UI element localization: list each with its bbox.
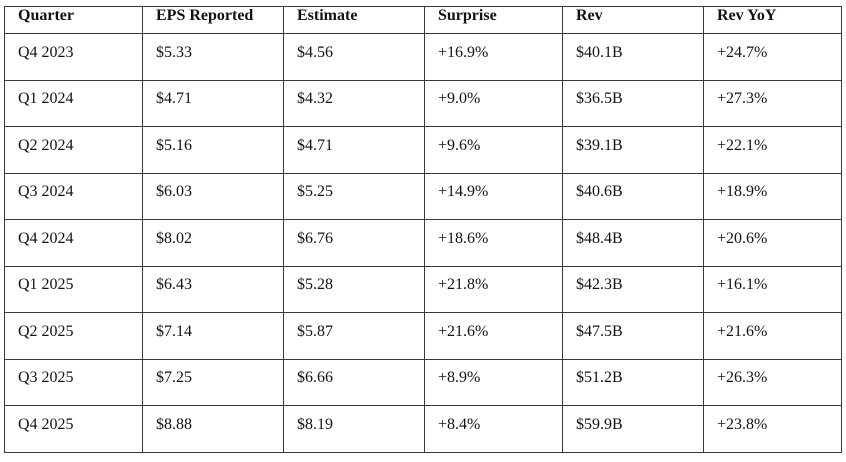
table-cell: +9.0% [424,79,563,128]
column-header-eps-reported: EPS Reported [142,5,284,35]
header-row: Quarter EPS Reported Estimate Surprise R… [4,5,842,35]
table-cell: +23.8% [703,405,842,453]
table-row: Q1 2025 $6.43 $5.28 +21.8% $42.3B +16.1% [4,265,842,314]
table-cell: +22.1% [703,126,842,174]
table-cell: Q1 2024 [4,79,143,128]
earnings-table-container: Quarter EPS Reported Estimate Surprise R… [4,5,842,453]
table-cell: +20.6% [703,219,842,267]
table-body: Q4 2023 $5.33 $4.56 +16.9% $40.1B +24.7% Q1 20… [4,33,842,453]
table-cell: +27.3% [703,79,842,128]
table-cell: $8.19 [283,405,425,453]
table-cell: +8.4% [424,405,563,453]
table-cell: $4.71 [142,79,284,128]
table-cell: +14.9% [424,172,563,221]
column-header-estimate: Estimate [283,5,425,35]
table-cell: Q3 2024 [4,172,143,221]
table-cell: $51.2B [562,358,704,407]
table-cell: $5.25 [283,172,425,221]
table-cell: $59.9B [562,405,704,453]
table-cell: $4.56 [283,33,425,81]
table-cell: Q4 2024 [4,219,143,267]
table-row: Q3 2024 $6.03 $5.25 +14.9% $40.6B +18.9% [4,172,842,221]
table-row: Q3 2025 $7.25 $6.66 +8.9% $51.2B +26.3% [4,358,842,407]
table-cell: +21.6% [703,312,842,360]
table-cell: $5.33 [142,33,284,81]
table-cell: $6.66 [283,358,425,407]
column-header-rev: Rev [562,5,704,35]
table-cell: $7.14 [142,312,284,360]
column-header-rev-yoy: Rev YoY [703,5,842,35]
table-cell: $36.5B [562,79,704,128]
table-cell: +21.6% [424,312,563,360]
table-cell: $5.16 [142,126,284,174]
earnings-table: Quarter EPS Reported Estimate Surprise R… [4,5,842,453]
column-header-quarter: Quarter [4,5,143,35]
table-cell: $6.43 [142,265,284,314]
table-row: Q1 2024 $4.71 $4.32 +9.0% $36.5B +27.3% [4,79,842,128]
table-cell: $48.4B [562,219,704,267]
table-cell: +18.6% [424,219,563,267]
table-row: Q4 2023 $5.33 $4.56 +16.9% $40.1B +24.7% [4,33,842,81]
table-cell: +9.6% [424,126,563,174]
table-cell: $47.5B [562,312,704,360]
table-cell: +16.9% [424,33,563,81]
table-cell: Q3 2025 [4,358,143,407]
table-cell: +21.8% [424,265,563,314]
table-row: Q4 2024 $8.02 $6.76 +18.6% $48.4B +20.6% [4,219,842,267]
table-cell: $5.28 [283,265,425,314]
table-cell: $4.32 [283,79,425,128]
table-row: Q2 2025 $7.14 $5.87 +21.6% $47.5B +21.6% [4,312,842,360]
table-cell: $7.25 [142,358,284,407]
table-cell: $8.88 [142,405,284,453]
table-cell: $40.6B [562,172,704,221]
table-cell: Q2 2025 [4,312,143,360]
table-cell: $40.1B [562,33,704,81]
table-cell: +24.7% [703,33,842,81]
table-cell: $8.02 [142,219,284,267]
table-cell: $39.1B [562,126,704,174]
table-cell: $6.03 [142,172,284,221]
table-cell: $5.87 [283,312,425,360]
table-cell: +18.9% [703,172,842,221]
table-cell: $42.3B [562,265,704,314]
table-cell: +16.1% [703,265,842,314]
table-cell: +26.3% [703,358,842,407]
table-cell: +8.9% [424,358,563,407]
table-row: Q2 2024 $5.16 $4.71 +9.6% $39.1B +22.1% [4,126,842,174]
table-cell: Q2 2024 [4,126,143,174]
column-header-surprise: Surprise [424,5,563,35]
table-header: Quarter EPS Reported Estimate Surprise R… [4,5,842,35]
table-cell: $4.71 [283,126,425,174]
table-cell: Q4 2023 [4,33,143,81]
table-cell: Q1 2025 [4,265,143,314]
table-row: Q4 2025 $8.88 $8.19 +8.4% $59.9B +23.8% [4,405,842,453]
table-cell: $6.76 [283,219,425,267]
table-cell: Q4 2025 [4,405,143,453]
